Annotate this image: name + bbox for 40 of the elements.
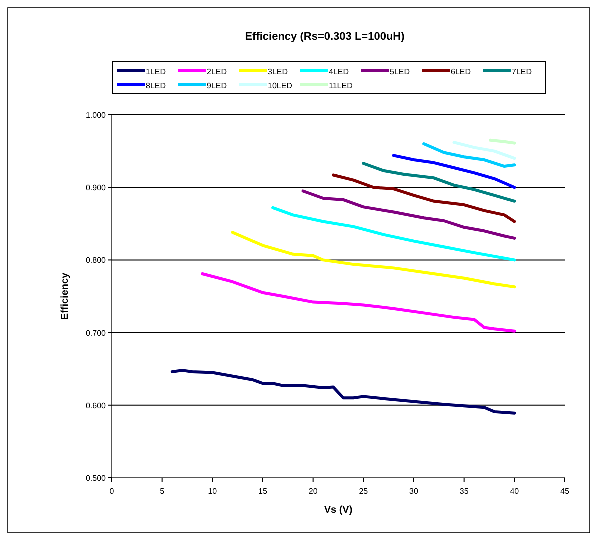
line-series	[170, 369, 516, 415]
y-tick-label: 0.700	[86, 328, 107, 338]
line-series	[422, 142, 516, 168]
x-tick-label: 30	[410, 487, 419, 496]
line-series	[392, 154, 516, 190]
x-tick-label: 25	[359, 487, 369, 496]
legend-label: 3LED	[268, 68, 288, 76]
y-tick-label: 0.500	[86, 474, 107, 483]
x-tick-label: 0	[110, 487, 115, 496]
x-tick-label: 45	[560, 487, 570, 496]
legend-label: 8LED	[146, 82, 166, 90]
y-tick-label: 0.600	[86, 401, 107, 410]
x-tick-label: 35	[460, 487, 470, 496]
line-series	[452, 141, 516, 160]
x-tick-label: 20	[308, 487, 318, 496]
legend-label: 4LED	[329, 68, 350, 76]
x-tick-label: 15	[258, 487, 268, 496]
line-series	[332, 174, 516, 224]
line-series	[231, 231, 516, 289]
y-tick-label: 0.900	[86, 184, 107, 193]
legend-label: 7LED	[512, 68, 532, 76]
legend-label: 5LED	[390, 68, 410, 76]
legend-label: 11LED	[329, 82, 354, 90]
legend-label: 2LED	[207, 68, 228, 76]
y-tick-label: 1.000	[86, 111, 107, 120]
x-tick-label: 5	[160, 487, 166, 496]
x-tick-label: 40	[510, 487, 520, 496]
line-series	[272, 206, 516, 262]
legend-label: 1LED	[146, 68, 166, 76]
y-tick-label: 0.800	[86, 256, 107, 266]
x-tick-label: 10	[208, 487, 218, 496]
line-series	[302, 190, 516, 240]
line-series	[201, 272, 516, 333]
x-axis-title: Vs (V)	[324, 505, 353, 516]
line-series	[362, 162, 516, 203]
legend-label: 10LED	[268, 82, 293, 90]
chart-title: Efficiency (Rs=0.303 L=100uH)	[245, 31, 406, 43]
y-axis-title: Efficiency	[60, 272, 71, 320]
legend-label: 6LED	[451, 68, 472, 76]
legend-label: 9LED	[207, 82, 228, 90]
